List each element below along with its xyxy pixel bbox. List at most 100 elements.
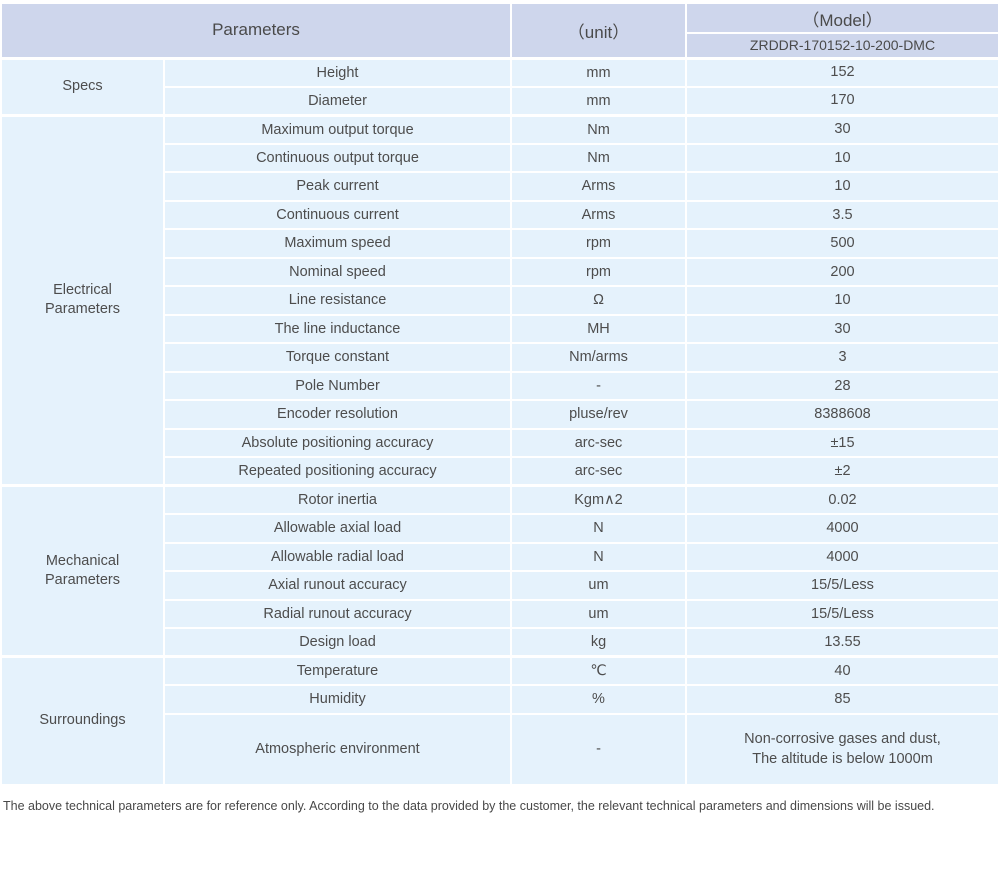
value-cell: 3 (685, 342, 998, 373)
group-cell: Electrical Parameters (0, 114, 165, 487)
param-cell: Absolute positioning accuracy (163, 427, 512, 458)
table-row: Humidity% 85 (1, 684, 998, 715)
table-row: Maximum speed rpm 500 (1, 228, 998, 259)
param-cell: Axial runout accuracy (163, 570, 512, 601)
param-cell: Encoder resolution (163, 399, 512, 430)
param-cell: Allowable axial load (163, 513, 512, 544)
param-cell: Atmospheric environment (163, 712, 512, 786)
unit-cell: um (510, 570, 687, 601)
value-cell: 30 (685, 114, 998, 145)
param-cell: Radial runout accuracy (163, 598, 512, 629)
footer-note: The above technical parameters are for r… (3, 798, 935, 813)
unit-cell: N (510, 541, 687, 572)
table-row: Allowable radial load N 4000 (1, 541, 998, 572)
value-cell: 152 (685, 57, 998, 88)
unit-cell: % (510, 684, 687, 715)
value-cell: 170 (685, 85, 998, 116)
value-cell: ±2 (685, 456, 998, 487)
header-row-top: Parameters （unit） （Model） (0, 2, 998, 59)
value-cell: 30 (685, 313, 998, 344)
table-row: Diameter mm 170 (1, 85, 998, 116)
param-cell: Pole Number (163, 370, 512, 401)
param-cell: Line resistance (163, 285, 512, 316)
table-header: Parameters （unit） （Model） ZRDDR-170152-1… (0, 2, 998, 59)
value-cell: 15/5/Less (685, 598, 998, 629)
value-cell: 10 (685, 171, 998, 202)
unit-cell: MH (510, 313, 687, 344)
param-cell: Torque constant (163, 342, 512, 373)
param-cell: Humidity (163, 684, 512, 715)
table-row: Surroundings Temperature ℃ 40 (0, 655, 998, 786)
table-row: Atmospheric environment - Non-corrosive ga… (1, 712, 998, 786)
unit-cell: Nm (510, 114, 687, 145)
unit-cell: Arms (510, 171, 687, 202)
table-row: Torque constant Nm/arms 3 (1, 342, 998, 373)
value-cell: 15/5/Less (685, 570, 998, 601)
table-row: Line resistance Ω 10 (1, 285, 998, 316)
unit-cell: ℃ (510, 655, 687, 686)
group-cell: Specs (0, 57, 165, 116)
unit-cell: Nm/arms (510, 342, 687, 373)
unit-cell: arc-sec (510, 456, 687, 487)
header-model: （Model） (685, 2, 998, 34)
param-cell: Rotor inertia (163, 484, 512, 515)
unit-cell: - (510, 370, 687, 401)
value-cell: 3.5 (685, 199, 998, 230)
unit-cell: mm (510, 85, 687, 116)
header-model-number: ZRDDR-170152-10-200-DMC (685, 32, 998, 59)
param-cell: Diameter (163, 85, 512, 116)
param-cell: Design load (163, 627, 512, 658)
value-cell: 4000 (685, 541, 998, 572)
unit-cell: N (510, 513, 687, 544)
section-surroundings: Surroundings Temperature ℃ 40 Humidity% 85 Atm… (0, 655, 998, 786)
table-row: Electrical Parameters Maximum output torq… (0, 114, 998, 487)
unit-cell: rpm (510, 228, 687, 259)
value-cell: 4000 (685, 513, 998, 544)
value-cell: 0.02 (685, 484, 998, 515)
table-row: Absolute positioning accuracy arc-sec ±15 (1, 427, 998, 458)
value-cell: 13.55 (685, 627, 998, 658)
unit-cell: um (510, 598, 687, 629)
section-electrical: Electrical Parameters Maximum output torq… (0, 114, 998, 487)
unit-cell: Ω (510, 285, 687, 316)
table-row: Radial runout accuracy um 15/5/Less (1, 598, 998, 629)
table-row: Encoder resolution pluse/rev 8388608 (1, 399, 998, 430)
table-row: Continuous current Arms 3.5 (1, 199, 998, 230)
param-cell: Height (163, 57, 512, 88)
table-row: Continuous output torque Nm 10 (1, 142, 998, 173)
value-cell: Non-corrosive gases and dust, The altitu… (685, 712, 998, 786)
header-parameters: Parameters (0, 2, 512, 59)
value-cell: 200 (685, 256, 998, 287)
table-row: Specs Height mm 152 (0, 57, 998, 116)
param-cell: Repeated positioning accuracy (163, 456, 512, 487)
group-cell: Mechanical Parameters (0, 484, 165, 658)
unit-cell: mm (510, 57, 687, 88)
unit-cell: arc-sec (510, 427, 687, 458)
header-unit: （unit） (510, 2, 687, 59)
value-cell: 8388608 (685, 399, 998, 430)
parameters-table: Parameters （unit） （Model） ZRDDR-170152-1… (0, 2, 998, 786)
value-cell: 28 (685, 370, 998, 401)
value-cell: 40 (685, 655, 998, 686)
param-cell: Peak current (163, 171, 512, 202)
param-cell: Maximum output torque (163, 114, 512, 145)
param-cell: The line inductance (163, 313, 512, 344)
unit-cell: Kgm∧2 (510, 484, 687, 515)
unit-cell: Arms (510, 199, 687, 230)
table-row: The line inductance MH 30 (1, 313, 998, 344)
table-row: Mechanical Parameters Rotor inertia Kgm∧2 0… (0, 484, 998, 658)
table-row: Allowable axial load N 4000 (1, 513, 998, 544)
section-specs: Specs Height mm 152 Diameter mm 170 (0, 57, 998, 116)
table-row: Repeated positioning accuracy arc-sec ±2 (1, 456, 998, 487)
section-mechanical: Mechanical Parameters Rotor inertia Kgm∧2 0… (0, 484, 998, 658)
value-cell: 500 (685, 228, 998, 259)
table-row: Axial runout accuracy um 15/5/Less (1, 570, 998, 601)
param-cell: Nominal speed (163, 256, 512, 287)
value-cell: ±15 (685, 427, 998, 458)
header-row-model-number: ZRDDR-170152-10-200-DMC (1, 32, 998, 59)
unit-cell: rpm (510, 256, 687, 287)
value-cell: 85 (685, 684, 998, 715)
unit-cell: kg (510, 627, 687, 658)
param-cell: Maximum speed (163, 228, 512, 259)
unit-cell: - (510, 712, 687, 786)
